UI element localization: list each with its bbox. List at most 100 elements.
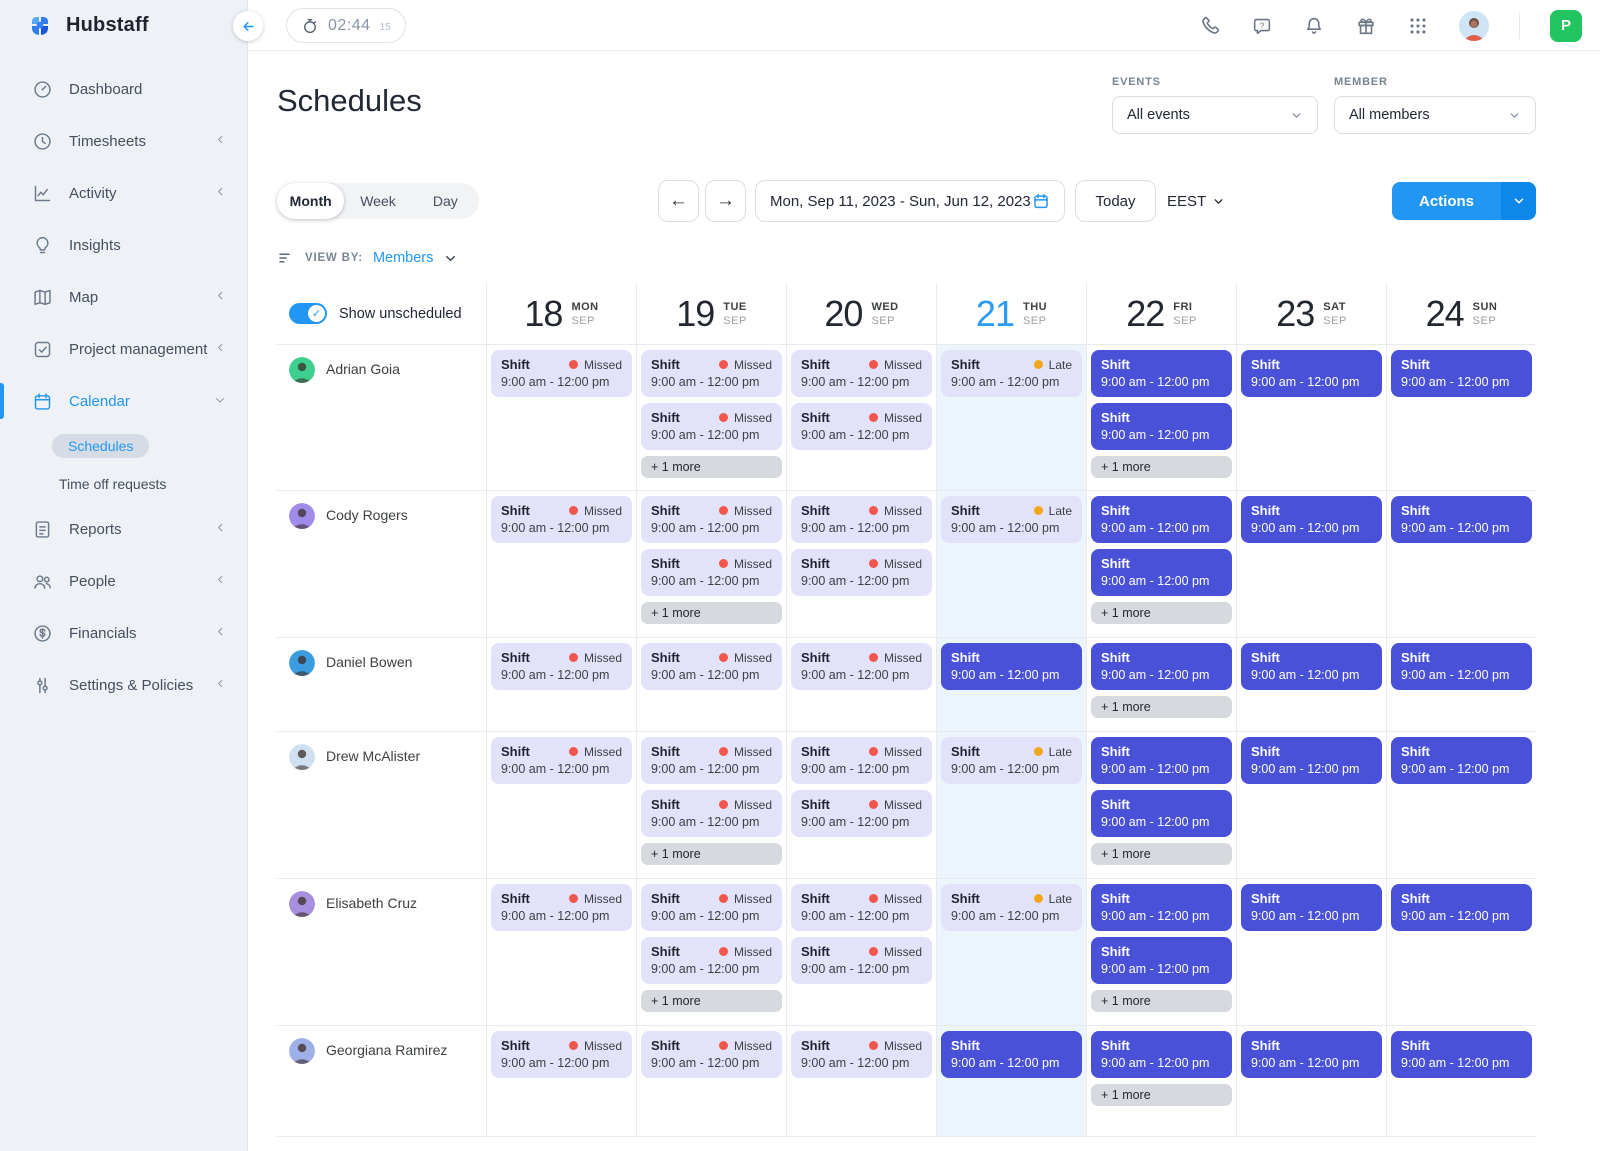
sidebar-item-financials[interactable]: Financials <box>0 607 247 659</box>
tab-month[interactable]: Month <box>277 183 345 219</box>
day-header-wed[interactable]: 20 WED SEP <box>786 283 936 344</box>
logo-row[interactable]: Hubstaff <box>0 0 247 51</box>
timezone-selector[interactable]: EEST <box>1167 180 1225 222</box>
more-shifts-button[interactable]: + 1 more <box>641 990 782 1012</box>
shift-card-scheduled[interactable]: Shift 9:00 am - 12:00 pm <box>941 643 1082 690</box>
shift-card-missed[interactable]: Shift Missed 9:00 am - 12:00 pm <box>791 403 932 450</box>
sidebar-subitem-time-off-requests[interactable]: Time off requests <box>59 476 167 492</box>
bell-icon[interactable] <box>1303 15 1325 37</box>
shift-card-missed[interactable]: Shift Missed 9:00 am - 12:00 pm <box>791 884 932 931</box>
more-shifts-button[interactable]: + 1 more <box>1091 456 1232 478</box>
shift-card-missed[interactable]: Shift Missed 9:00 am - 12:00 pm <box>641 790 782 837</box>
shift-card-scheduled[interactable]: Shift 9:00 am - 12:00 pm <box>1241 496 1382 543</box>
day-header-mon[interactable]: 18 MON SEP <box>486 283 636 344</box>
shift-card-missed[interactable]: Shift Missed 9:00 am - 12:00 pm <box>791 937 932 984</box>
member-avatar[interactable] <box>289 744 315 770</box>
events-filter-select[interactable]: All events <box>1112 96 1318 134</box>
shift-card-scheduled[interactable]: Shift 9:00 am - 12:00 pm <box>1091 1031 1232 1078</box>
member-avatar[interactable] <box>289 357 315 383</box>
more-shifts-button[interactable]: + 1 more <box>1091 1084 1232 1106</box>
day-header-fri[interactable]: 22 FRI SEP <box>1086 283 1236 344</box>
tab-day[interactable]: Day <box>432 193 458 209</box>
today-button[interactable]: Today <box>1075 180 1156 222</box>
member-filter-select[interactable]: All members <box>1334 96 1536 134</box>
member-avatar[interactable] <box>289 503 315 529</box>
day-header-tue[interactable]: 19 TUE SEP <box>636 283 786 344</box>
shift-card-missed[interactable]: Shift Missed 9:00 am - 12:00 pm <box>791 737 932 784</box>
sidebar-item-calendar[interactable]: Calendar <box>0 375 247 427</box>
day-header-sat[interactable]: 23 SAT SEP <box>1236 283 1386 344</box>
shift-card-missed[interactable]: Shift Missed 9:00 am - 12:00 pm <box>791 350 932 397</box>
shift-card-missed[interactable]: Shift Missed 9:00 am - 12:00 pm <box>641 1031 782 1078</box>
more-shifts-button[interactable]: + 1 more <box>1091 843 1232 865</box>
shift-card-scheduled[interactable]: Shift 9:00 am - 12:00 pm <box>1391 737 1532 784</box>
more-shifts-button[interactable]: + 1 more <box>641 843 782 865</box>
shift-card-scheduled[interactable]: Shift 9:00 am - 12:00 pm <box>1091 403 1232 450</box>
sidebar-collapse-button[interactable] <box>233 11 263 41</box>
member-avatar[interactable] <box>289 650 315 676</box>
user-avatar[interactable] <box>1459 10 1489 41</box>
shift-card-missed[interactable]: Shift Missed 9:00 am - 12:00 pm <box>641 737 782 784</box>
shift-card-late[interactable]: Shift Late 9:00 am - 12:00 pm <box>941 884 1082 931</box>
apps-grid-icon[interactable] <box>1407 15 1429 37</box>
shift-card-scheduled[interactable]: Shift 9:00 am - 12:00 pm <box>1091 549 1232 596</box>
shift-card-missed[interactable]: Shift Missed 9:00 am - 12:00 pm <box>791 1031 932 1078</box>
member-avatar[interactable] <box>289 891 315 917</box>
next-period-button[interactable]: → <box>705 180 746 222</box>
shift-card-scheduled[interactable]: Shift 9:00 am - 12:00 pm <box>1241 643 1382 690</box>
shift-card-scheduled[interactable]: Shift 9:00 am - 12:00 pm <box>1091 350 1232 397</box>
phone-icon[interactable] <box>1199 15 1221 37</box>
day-header-thu[interactable]: 21 THU SEP <box>936 283 1086 344</box>
shift-card-missed[interactable]: Shift Missed 9:00 am - 12:00 pm <box>641 350 782 397</box>
sidebar-subitem-schedules[interactable]: Schedules <box>0 427 247 465</box>
shift-card-missed[interactable]: Shift Missed 9:00 am - 12:00 pm <box>491 737 632 784</box>
sidebar-item-people[interactable]: People <box>0 555 247 607</box>
shift-card-missed[interactable]: Shift Missed 9:00 am - 12:00 pm <box>641 496 782 543</box>
organization-badge[interactable]: P <box>1550 9 1582 42</box>
sidebar-item-settings-policies[interactable]: Settings & Policies <box>0 659 247 711</box>
shift-card-scheduled[interactable]: Shift 9:00 am - 12:00 pm <box>1391 350 1532 397</box>
actions-button[interactable]: Actions <box>1391 182 1536 220</box>
shift-card-missed[interactable]: Shift Missed 9:00 am - 12:00 pm <box>791 790 932 837</box>
sidebar-item-dashboard[interactable]: Dashboard <box>0 63 247 115</box>
shift-card-missed[interactable]: Shift Missed 9:00 am - 12:00 pm <box>641 403 782 450</box>
more-shifts-button[interactable]: + 1 more <box>641 602 782 624</box>
shift-card-scheduled[interactable]: Shift 9:00 am - 12:00 pm <box>1391 496 1532 543</box>
date-range-picker[interactable]: Mon, Sep 11, 2023 - Sun, Jun 12, 2023 <box>755 180 1065 222</box>
show-unscheduled-toggle[interactable]: ✓ <box>289 303 327 324</box>
shift-card-scheduled[interactable]: Shift 9:00 am - 12:00 pm <box>1091 884 1232 931</box>
member-avatar[interactable] <box>289 1038 315 1064</box>
actions-dropdown-toggle[interactable] <box>1501 182 1536 220</box>
shift-card-missed[interactable]: Shift Missed 9:00 am - 12:00 pm <box>491 643 632 690</box>
gift-icon[interactable] <box>1355 15 1377 37</box>
shift-card-missed[interactable]: Shift Missed 9:00 am - 12:00 pm <box>791 643 932 690</box>
shift-card-scheduled[interactable]: Shift 9:00 am - 12:00 pm <box>1091 496 1232 543</box>
shift-card-scheduled[interactable]: Shift 9:00 am - 12:00 pm <box>941 1031 1082 1078</box>
help-icon[interactable]: ? <box>1251 15 1273 37</box>
shift-card-scheduled[interactable]: Shift 9:00 am - 12:00 pm <box>1241 737 1382 784</box>
shift-card-scheduled[interactable]: Shift 9:00 am - 12:00 pm <box>1091 643 1232 690</box>
more-shifts-button[interactable]: + 1 more <box>1091 990 1232 1012</box>
shift-card-scheduled[interactable]: Shift 9:00 am - 12:00 pm <box>1241 1031 1382 1078</box>
shift-card-scheduled[interactable]: Shift 9:00 am - 12:00 pm <box>1241 884 1382 931</box>
shift-card-scheduled[interactable]: Shift 9:00 am - 12:00 pm <box>1241 350 1382 397</box>
tab-week[interactable]: Week <box>360 193 396 209</box>
more-shifts-button[interactable]: + 1 more <box>1091 602 1232 624</box>
shift-card-missed[interactable]: Shift Missed 9:00 am - 12:00 pm <box>641 643 782 690</box>
shift-card-missed[interactable]: Shift Missed 9:00 am - 12:00 pm <box>641 937 782 984</box>
shift-card-scheduled[interactable]: Shift 9:00 am - 12:00 pm <box>1391 1031 1532 1078</box>
prev-period-button[interactable]: ← <box>658 180 699 222</box>
shift-card-late[interactable]: Shift Late 9:00 am - 12:00 pm <box>941 350 1082 397</box>
more-shifts-button[interactable]: + 1 more <box>641 456 782 478</box>
shift-card-scheduled[interactable]: Shift 9:00 am - 12:00 pm <box>1091 737 1232 784</box>
more-shifts-button[interactable]: + 1 more <box>1091 696 1232 718</box>
shift-card-missed[interactable]: Shift Missed 9:00 am - 12:00 pm <box>641 549 782 596</box>
shift-card-late[interactable]: Shift Late 9:00 am - 12:00 pm <box>941 737 1082 784</box>
shift-card-missed[interactable]: Shift Missed 9:00 am - 12:00 pm <box>491 350 632 397</box>
chevron-down-icon[interactable] <box>443 251 458 266</box>
shift-card-late[interactable]: Shift Late 9:00 am - 12:00 pm <box>941 496 1082 543</box>
shift-card-missed[interactable]: Shift Missed 9:00 am - 12:00 pm <box>491 496 632 543</box>
sidebar-item-activity[interactable]: Activity <box>0 167 247 219</box>
sidebar-item-map[interactable]: Map <box>0 271 247 323</box>
shift-card-scheduled[interactable]: Shift 9:00 am - 12:00 pm <box>1091 937 1232 984</box>
